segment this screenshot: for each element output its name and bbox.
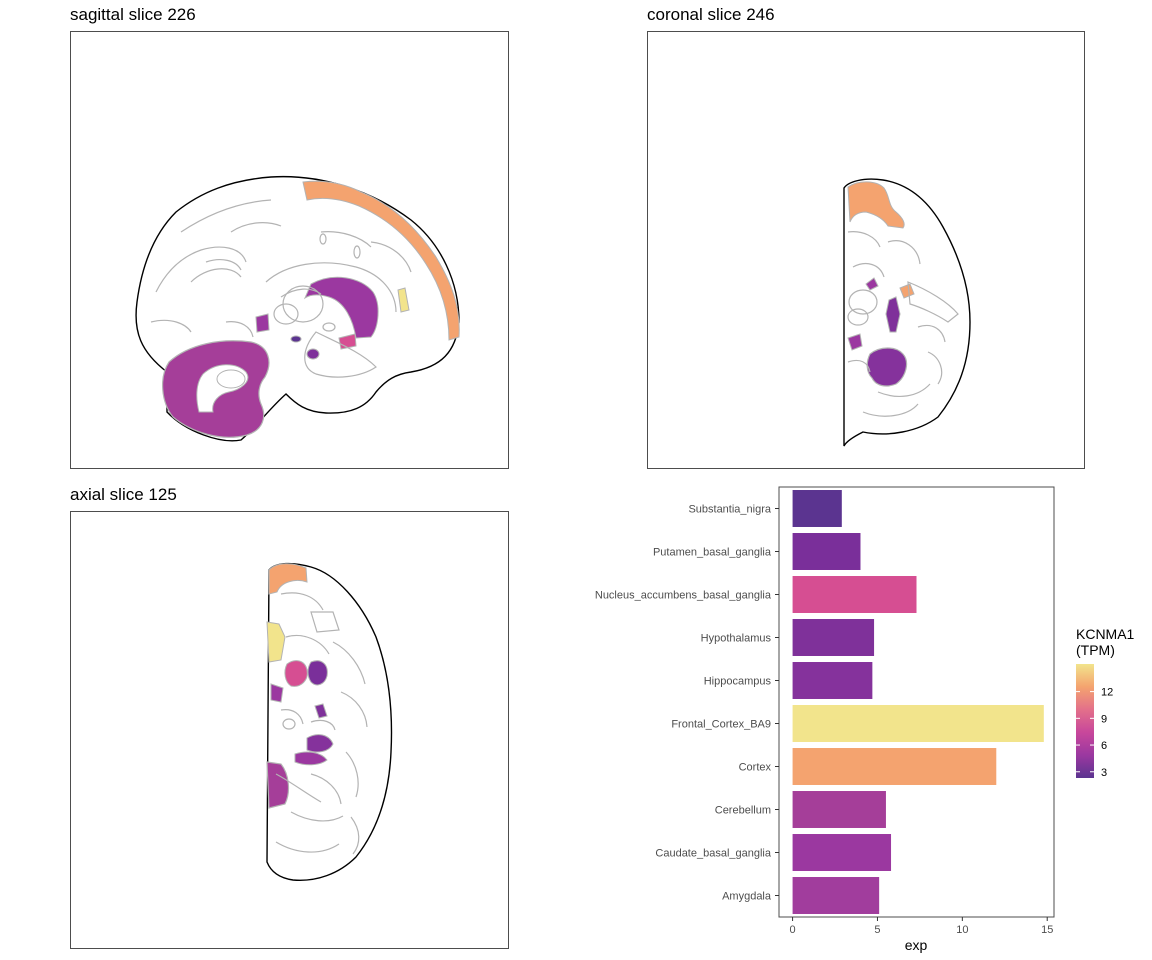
axial-hypothalamus-region bbox=[314, 703, 328, 719]
sagittal-panel-title: sagittal slice 226 bbox=[70, 5, 196, 24]
axial-cortex-region bbox=[268, 563, 308, 595]
coronal-hippocampus-region bbox=[866, 347, 908, 387]
coronal-amygdala-region bbox=[847, 333, 863, 351]
bar-caudate-basal-ganglia bbox=[792, 834, 892, 871]
legend-tick-label: 3 bbox=[1101, 767, 1107, 779]
legend-title-line1: KCNMA1 bbox=[1076, 626, 1135, 642]
axial-brain-drawing bbox=[266, 562, 393, 881]
coronal-panel bbox=[647, 31, 1085, 469]
category-label: Substantia_nigra bbox=[688, 504, 771, 516]
bars-group bbox=[792, 490, 1044, 914]
bar-hippocampus bbox=[792, 662, 873, 699]
bar-substantia-nigra bbox=[792, 490, 842, 527]
axial-cerebellum-region bbox=[266, 761, 290, 809]
axial-hippocampus-region-2 bbox=[294, 751, 328, 766]
axial-panel-title: axial slice 125 bbox=[70, 485, 177, 504]
sagittal-nigra-region bbox=[290, 335, 302, 343]
axial-panel bbox=[70, 511, 509, 949]
x-axis-ticks: 0 5 10 15 bbox=[790, 917, 1053, 936]
category-label: Frontal_Cortex_BA9 bbox=[671, 719, 771, 731]
bar-cerebellum bbox=[792, 791, 886, 828]
sagittal-cerebellum-core bbox=[216, 369, 246, 389]
category-label: Nucleus_accumbens_basal_ganglia bbox=[595, 590, 772, 602]
axial-hippocampus-region bbox=[306, 734, 334, 753]
bar-cortex bbox=[792, 748, 997, 785]
axial-internal-outlines bbox=[275, 592, 368, 855]
axial-caudate-region bbox=[270, 683, 284, 703]
category-label: Hippocampus bbox=[704, 676, 772, 688]
axial-accumbens-region bbox=[284, 660, 308, 687]
coronal-caudate-region bbox=[865, 277, 879, 291]
x-tick-label: 5 bbox=[874, 924, 880, 936]
coronal-cortex-region bbox=[847, 181, 905, 229]
legend: KCNMA1 (TPM) 12 9 6 3 bbox=[1076, 626, 1135, 779]
category-label: Cortex bbox=[739, 762, 772, 774]
x-tick-label: 10 bbox=[956, 924, 968, 936]
sagittal-frontal-region bbox=[397, 287, 410, 313]
category-label: Caudate_basal_ganglia bbox=[655, 848, 771, 860]
legend-tick-label: 9 bbox=[1101, 713, 1107, 725]
sagittal-brain-drawing bbox=[135, 175, 460, 442]
x-tick-label: 15 bbox=[1041, 924, 1053, 936]
sagittal-caudate-region bbox=[303, 276, 379, 339]
legend-colorbar bbox=[1076, 664, 1094, 778]
legend-tick-label: 6 bbox=[1101, 740, 1107, 752]
category-label: Cerebellum bbox=[715, 805, 771, 817]
category-label: Amygdala bbox=[722, 891, 772, 903]
category-labels: Substantia_nigra Putamen_basal_ganglia Nuc… bbox=[595, 504, 779, 903]
bar-frontal-cortex-ba9 bbox=[792, 705, 1044, 742]
coronal-internal-outlines bbox=[847, 231, 959, 417]
sagittal-internal-outlines bbox=[150, 199, 412, 378]
bar-amygdala bbox=[792, 877, 880, 914]
bar-nucleus-accumbens-basal-ganglia bbox=[792, 576, 917, 613]
legend-ticks: 12 9 6 3 bbox=[1076, 687, 1113, 779]
coronal-panel-title: coronal slice 246 bbox=[647, 5, 775, 24]
axial-putamen-region bbox=[307, 660, 328, 686]
sagittal-cortex-region bbox=[302, 180, 460, 341]
sagittal-amygdala-region bbox=[255, 313, 270, 333]
sagittal-hypothalamus-region bbox=[306, 348, 320, 360]
x-tick-label: 0 bbox=[790, 924, 796, 936]
category-label: Hypothalamus bbox=[701, 633, 772, 645]
axial-frontal-region bbox=[266, 621, 286, 663]
category-label: Putamen_basal_ganglia bbox=[653, 547, 772, 559]
legend-tick-label: 12 bbox=[1101, 687, 1113, 699]
legend-title-line2: (TPM) bbox=[1076, 642, 1115, 658]
coronal-brain-drawing bbox=[843, 178, 971, 447]
coronal-cortex-small bbox=[899, 283, 915, 299]
bar-hypothalamus bbox=[792, 619, 875, 656]
bar-putamen-basal-ganglia bbox=[792, 533, 861, 570]
sagittal-panel bbox=[70, 31, 509, 469]
coronal-hypothalamus-region bbox=[885, 296, 901, 333]
x-axis-title: exp bbox=[905, 937, 928, 953]
